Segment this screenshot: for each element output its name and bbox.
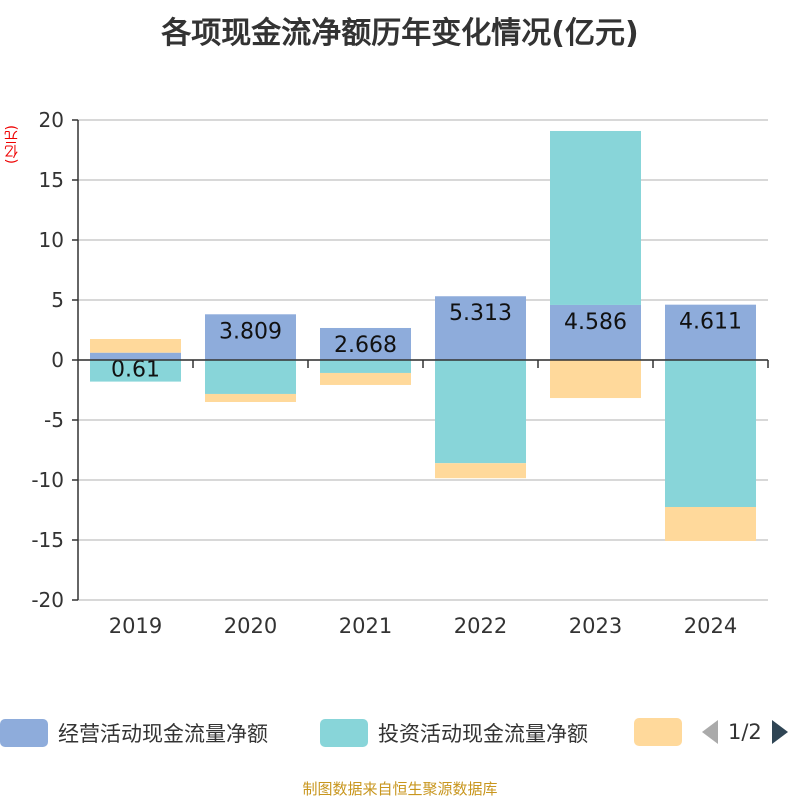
data-label: 4.586 bbox=[564, 310, 627, 335]
y-tick-label: 10 bbox=[39, 228, 64, 252]
legend-item-operating[interactable]: 经营活动现金流量净额 bbox=[0, 718, 268, 748]
bar-2022-series-0 bbox=[435, 296, 526, 360]
bar-2019-series-2 bbox=[90, 339, 181, 353]
bar-2024-series-2 bbox=[665, 507, 756, 541]
y-tick-label: 20 bbox=[39, 108, 64, 132]
legend-item-investing[interactable]: 投资活动现金流量净额 bbox=[320, 718, 588, 748]
legend-swatch bbox=[320, 719, 368, 747]
data-label: 3.809 bbox=[219, 319, 282, 344]
bar-2020-series-1 bbox=[205, 360, 296, 394]
bar-2021-series-2 bbox=[320, 372, 411, 385]
y-tick-label: 5 bbox=[51, 288, 64, 312]
bar-2022-series-1 bbox=[435, 360, 526, 464]
y-tick-label: 15 bbox=[39, 168, 64, 192]
y-tick-label: -15 bbox=[31, 528, 64, 552]
legend-swatch bbox=[634, 718, 682, 746]
x-tick-label: 2019 bbox=[109, 614, 162, 638]
bar-2023-series-0 bbox=[550, 304, 641, 360]
y-tick-label: -20 bbox=[31, 588, 64, 612]
legend-label: 经营活动现金流量净额 bbox=[58, 722, 268, 746]
x-tick-label: 2023 bbox=[569, 614, 622, 638]
bar-2023-series-1 bbox=[550, 130, 641, 305]
source-footer: 制图数据来自恒生聚源数据库 bbox=[302, 780, 498, 798]
data-label: 0.61 bbox=[111, 358, 160, 383]
chart-title: 各项现金流净额历年变化情况(亿元) bbox=[161, 16, 639, 51]
bar-2021-series-0 bbox=[320, 327, 411, 360]
y-tick-label: -10 bbox=[31, 468, 64, 492]
y-tick-label: 0 bbox=[51, 348, 64, 372]
legend-swatch bbox=[0, 719, 48, 747]
next-page-icon[interactable] bbox=[770, 718, 790, 746]
legend-page-indicator: 1/2 bbox=[728, 720, 762, 744]
x-tick-label: 2022 bbox=[454, 614, 507, 638]
data-label: 5.313 bbox=[449, 301, 512, 326]
bar-2022-series-2 bbox=[435, 463, 526, 479]
x-tick-label: 2020 bbox=[224, 614, 277, 638]
bar-2019-series-1 bbox=[90, 360, 181, 382]
bar-2023-series-2 bbox=[550, 360, 641, 399]
bar-2024-series-1 bbox=[665, 360, 756, 507]
x-tick-label: 2021 bbox=[339, 614, 392, 638]
data-label: 2.668 bbox=[334, 333, 397, 358]
bar-2024-series-0 bbox=[665, 304, 756, 360]
bar-2020-series-0 bbox=[205, 314, 296, 360]
y-tick-label: -5 bbox=[44, 408, 64, 432]
prev-page-icon[interactable] bbox=[700, 718, 720, 746]
bar-2020-series-2 bbox=[205, 393, 296, 402]
legend: 经营活动现金流量净额 投资活动现金流量净额 1/2 bbox=[0, 718, 800, 752]
x-tick-label: 2024 bbox=[684, 614, 737, 638]
data-label: 4.611 bbox=[679, 310, 742, 335]
chart-plot: 20 15 10 5 0 -5 -10 -15 -20 0.61 2019 3.809 2020 2.66… bbox=[31, 108, 769, 638]
legend-pager: 1/2 bbox=[700, 718, 790, 746]
legend-label: 投资活动现金流量净额 bbox=[378, 722, 588, 746]
legend-item-financing[interactable] bbox=[634, 718, 682, 746]
bar-2019-series-0 bbox=[90, 352, 181, 360]
bar-2021-series-1 bbox=[320, 360, 411, 373]
